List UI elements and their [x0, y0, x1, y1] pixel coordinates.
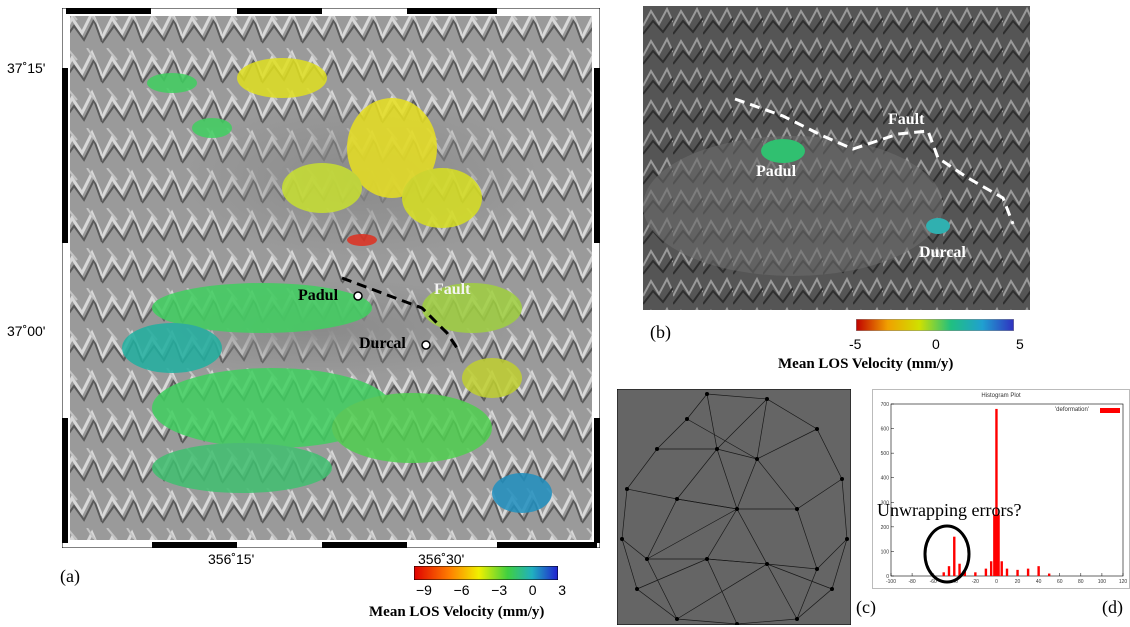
histogram-bar — [953, 536, 956, 576]
colorbar-a — [414, 566, 558, 580]
panel-c-label: (c) — [856, 597, 876, 617]
x-tick-label: 120 — [1119, 579, 1128, 585]
histogram-panel: Histogram Plot 'deformation' 700 600 500 40… — [872, 389, 1130, 589]
cb-a-tick: −9 — [416, 582, 432, 598]
colorbar-b — [856, 319, 1014, 331]
panel-a-label: (a) — [60, 566, 80, 586]
histogram-bar — [947, 566, 951, 576]
cb-b-tick-left: -5 — [849, 336, 862, 352]
x-tick-label: -20 — [972, 579, 979, 585]
map-a — [62, 8, 600, 548]
x-tick-label: 0 — [995, 579, 998, 585]
town-label-durcal-b: Durcal — [919, 244, 966, 261]
fault-label-b: Fault — [888, 111, 925, 128]
histogram-bar — [995, 408, 998, 576]
lat-tick-1: 37˚15' — [7, 60, 46, 76]
x-tick-label: 100 — [1098, 579, 1107, 585]
histogram-bar — [1000, 561, 1003, 576]
cb-a-tick: −3 — [491, 582, 508, 598]
y-tick-label: 0 — [886, 574, 889, 580]
histogram-legend-label: 'deformation' — [1055, 407, 1089, 413]
x-tick-label: 80 — [1078, 579, 1084, 585]
y-tick-label: 400 — [881, 476, 890, 482]
histogram-bar — [984, 568, 988, 576]
annotation-ellipse — [923, 524, 971, 584]
histogram-bar — [958, 563, 961, 576]
unwrapping-annotation: Unwrapping errors? — [877, 500, 1022, 520]
cb-b-tick-right: 5 — [1016, 336, 1024, 352]
colorbar-a-ticks: −9 −6 −3 0 3 — [416, 582, 566, 598]
histogram-bar — [1047, 573, 1051, 576]
histogram-bar — [1037, 566, 1040, 576]
panel-a: Padul Durcal Fault — [62, 8, 600, 548]
x-tick-label: -100 — [886, 579, 896, 585]
lon-tick-1: 356˚15' — [208, 551, 255, 567]
x-tick-label: -80 — [908, 579, 915, 585]
cb-a-tick: 3 — [558, 582, 566, 598]
lat-tick-2: 37˚00' — [7, 323, 46, 339]
histogram-bar — [1016, 569, 1019, 576]
cb-a-tick: 0 — [528, 582, 537, 598]
colorbar-b-title: Mean LOS Velocity (mm/y) — [778, 356, 954, 372]
network-graph — [617, 389, 851, 625]
x-tick-label: 60 — [1057, 579, 1063, 585]
histogram-bar — [993, 514, 996, 576]
y-tick-label: 100 — [881, 549, 890, 555]
town-label-padul-b: Padul — [756, 163, 797, 180]
y-tick-label: 600 — [881, 427, 890, 433]
map-b — [643, 6, 1030, 310]
lon-tick-2: 356˚30' — [418, 551, 465, 567]
cb-b-tick-mid: 0 — [932, 336, 940, 352]
town-label-durcal: Durcal — [359, 335, 406, 352]
histogram-bar — [989, 561, 993, 576]
cb-a-tick: −6 — [453, 582, 470, 598]
histogram-title: Histogram Plot — [981, 393, 1021, 399]
histogram-bar — [1026, 568, 1030, 576]
x-tick-label: -60 — [930, 579, 937, 585]
colorbar-a-title: Mean LOS Velocity (mm/y) — [369, 604, 545, 620]
histogram-bar — [1005, 568, 1009, 576]
x-tick-label: 20 — [1015, 579, 1021, 585]
panel-d-label: (d) — [1102, 597, 1123, 617]
histogram-bar — [997, 514, 1000, 576]
histogram-legend-swatch — [1100, 408, 1120, 413]
histogram-bar — [974, 572, 977, 576]
fault-label: Fault — [434, 281, 471, 298]
y-tick-label: 500 — [881, 451, 890, 457]
y-tick-label: 700 — [881, 402, 890, 408]
y-tick-label: 300 — [881, 500, 890, 506]
town-label-padul: Padul — [298, 287, 339, 304]
panel-b-label: (b) — [650, 322, 671, 342]
histogram-bar — [942, 572, 945, 576]
y-tick-label: 200 — [881, 525, 890, 531]
histogram-bar — [963, 571, 967, 576]
x-tick-label: 40 — [1036, 579, 1042, 585]
